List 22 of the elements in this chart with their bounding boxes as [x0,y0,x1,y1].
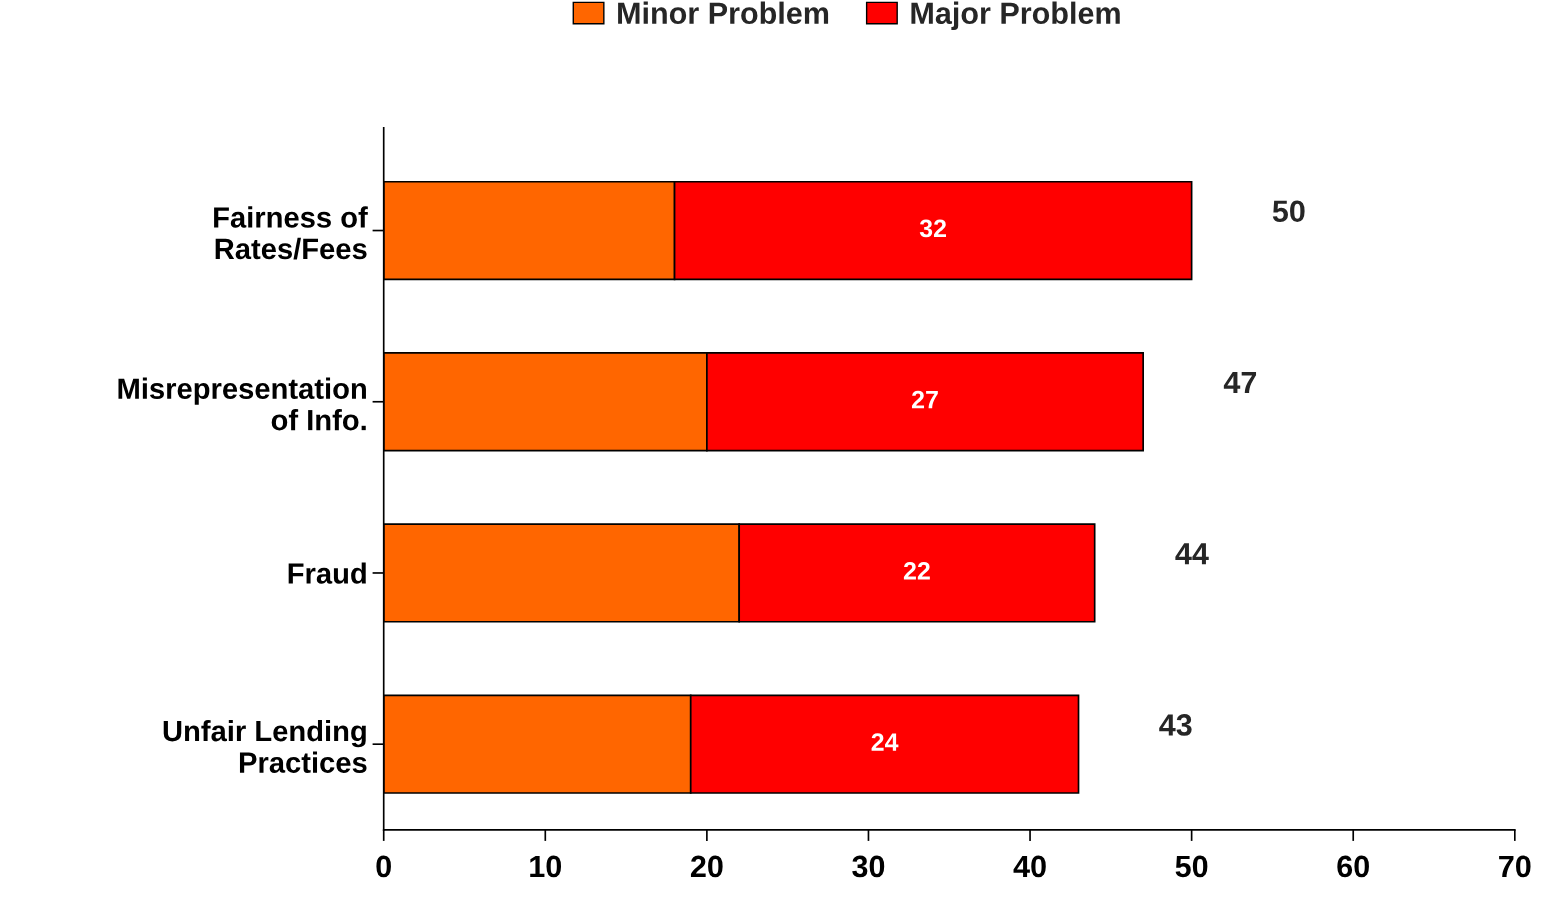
x-tick-label: 70 [1499,855,1531,878]
data-label: 32 [919,219,946,238]
data-label: 24 [871,733,899,751]
x-tick-label: 20 [690,855,723,878]
x-tick-label: 0 [376,855,391,878]
total-label: 50 [1272,200,1305,223]
x-tick-label: 40 [1013,855,1046,878]
x-tick-label: 10 [530,855,562,878]
legend-label: Major Problem [911,1,1120,31]
total-label: 44 [1175,543,1209,565]
x-tick-label: 50 [1175,855,1208,878]
y-tick-label: Misrepresentation of Info. [118,377,366,431]
x-tick-label: 30 [852,855,885,878]
x-tick-label: 60 [1337,855,1369,878]
total-label: 47 [1223,371,1257,393]
legend-label: Minor Problem [618,1,829,25]
data-label: 27 [911,390,938,409]
y-tick-label: Fraud [288,562,366,584]
total-label: 43 [1159,714,1192,736]
y-tick-label: Fairness of Rates/Fees [214,206,368,260]
y-tick-label: Unfair Lending Practices [163,719,367,773]
data-label: 22 [903,561,930,580]
